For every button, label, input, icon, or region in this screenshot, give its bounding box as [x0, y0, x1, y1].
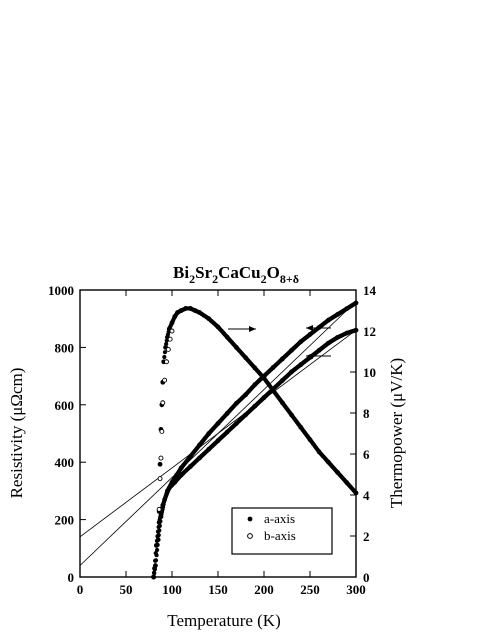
arrow-head	[249, 326, 256, 332]
x-tick-label: 150	[208, 582, 228, 597]
data-point-fill	[162, 350, 168, 355]
data-point	[156, 506, 162, 512]
series-thermopower-a-axis	[156, 306, 359, 514]
ticks: 0 50 100 150 200 250 3000200400600800100002468…	[48, 283, 377, 597]
y-axis-title-left: Resistivity (μΩcm)	[7, 368, 26, 499]
chart-title-part: O	[267, 263, 280, 282]
y-right-tick-label: 4	[363, 488, 370, 503]
legend-marker	[247, 516, 253, 522]
x-tick-label: 0	[77, 582, 84, 597]
chart-title-part: 2	[261, 272, 267, 286]
y-left-tick-label: 600	[55, 398, 75, 413]
data-point	[159, 429, 165, 434]
data-point-fill	[153, 550, 158, 556]
chart-title-part: 8+δ	[280, 272, 299, 286]
legend: a-axis b-axis	[231, 507, 333, 555]
chart-title-part: 2	[212, 272, 218, 286]
annotation-arrow	[306, 353, 331, 359]
chart-title-part: Bi	[173, 263, 189, 282]
series-thermopower-b-axis	[156, 328, 175, 512]
y-left-tick-label: 0	[68, 570, 75, 585]
y-right-tick-label: 2	[363, 529, 370, 544]
data-point	[158, 455, 164, 461]
legend-label: b-axis	[264, 528, 296, 543]
arrow-head	[306, 353, 313, 359]
y-right-tick-label: 12	[363, 324, 376, 339]
legend-box	[231, 507, 333, 555]
y-left-tick-label: 200	[55, 513, 75, 528]
y-right-tick-label: 0	[363, 570, 370, 585]
x-tick-label: 50	[120, 582, 133, 597]
x-axis-title: Temperature (K)	[167, 611, 281, 630]
data-point	[164, 359, 169, 365]
y-axis-title-right: Thermopower (μV/K)	[387, 358, 406, 508]
annotations	[228, 325, 331, 359]
data-point-fill	[152, 566, 157, 571]
data-point-fill	[154, 538, 160, 543]
annotation-arrow	[306, 325, 331, 331]
data-point	[157, 476, 163, 482]
y-right-tick-label: 14	[363, 283, 377, 298]
chart-title-part: 2	[189, 272, 195, 286]
data-point-fill	[157, 462, 163, 467]
data-point-fill	[151, 570, 157, 575]
data-point	[165, 347, 171, 352]
arrow-head	[306, 325, 313, 331]
reference-line	[79, 301, 357, 566]
data-point-fill	[154, 543, 159, 548]
y-right-tick-label: 8	[363, 406, 370, 421]
chart-title: Bi2Sr2CaCu2O8+δ	[173, 263, 299, 286]
data-point	[160, 400, 166, 406]
data-point-fill	[164, 341, 169, 347]
x-tick-label: 200	[254, 582, 274, 597]
legend-marker	[247, 533, 253, 539]
chart-title-part: Sr	[195, 263, 212, 282]
y-left-tick-label: 800	[55, 340, 75, 355]
data-point-fill	[155, 529, 161, 534]
chart-title-part: CaCu	[218, 263, 261, 282]
annotation-arrow	[228, 326, 256, 332]
y-right-tick-label: 6	[363, 447, 370, 462]
data-point	[169, 328, 175, 334]
y-right-tick-label: 10	[363, 365, 376, 380]
data-point-fill	[162, 354, 167, 360]
data-point-fill	[156, 524, 161, 530]
y-left-tick-label: 1000	[48, 283, 74, 298]
data-point-fill	[155, 534, 160, 539]
x-tick-label: 100	[162, 582, 182, 597]
x-tick-label: 250	[300, 582, 320, 597]
x-tick-label: 300	[346, 582, 366, 597]
data-point-fill	[153, 558, 158, 563]
legend-label: a-axis	[264, 511, 295, 526]
y-left-tick-label: 400	[55, 455, 75, 470]
data-point	[162, 377, 168, 383]
data-point	[167, 336, 173, 342]
